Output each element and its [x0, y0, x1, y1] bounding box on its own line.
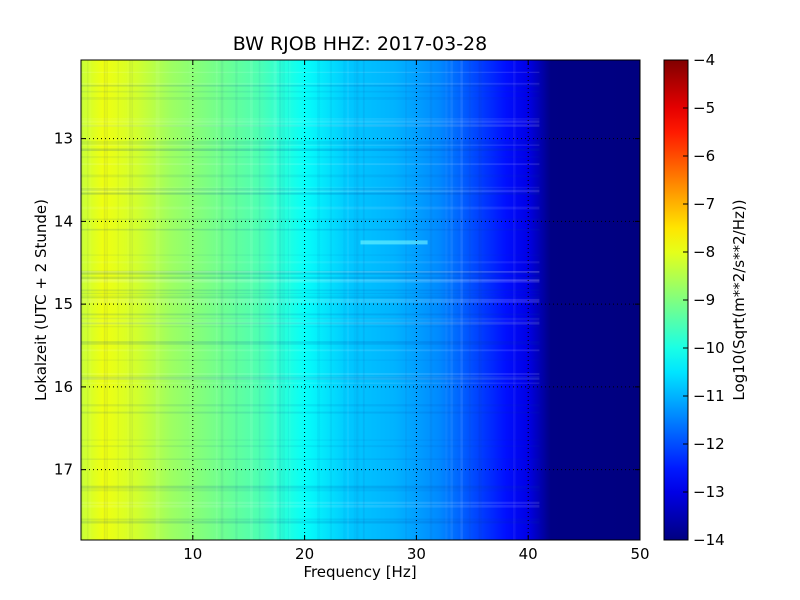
- colorbar-tick-label: −10: [693, 339, 725, 357]
- colorbar-tick-label: −7: [693, 195, 715, 213]
- y-axis-label: Lokalzeit (UTC + 2 Stunde): [32, 199, 50, 401]
- x-tick-label: 50: [630, 545, 649, 563]
- colorbar-ticks: −4 −5 −6 −7 −8 −9 −10 −11 −12 −13 −14: [683, 51, 725, 549]
- colorbar-label: Log10(Sqrt(m**2/s**2/Hz)): [730, 199, 748, 400]
- colorbar-tick-label: −4: [693, 51, 715, 69]
- colorbar-tick-label: −11: [693, 387, 725, 405]
- grid-lines: [81, 60, 640, 540]
- y-tick-label: 16: [54, 378, 73, 396]
- y-axis: 13 14 15 16 17: [54, 130, 640, 479]
- colorbar-tick-label: −9: [693, 291, 715, 309]
- x-tick-label: 10: [183, 545, 202, 563]
- heatmap-background: [81, 60, 640, 540]
- y-tick-label: 14: [54, 212, 73, 230]
- x-tick-label: 40: [519, 545, 538, 563]
- x-axis-label: Frequency [Hz]: [303, 563, 416, 581]
- colorbar: −4 −5 −6 −7 −8 −9 −10 −11 −12 −13 −14 Log10(Sqrt(m…: [663, 51, 748, 549]
- x-tick-label: 20: [295, 545, 314, 563]
- plot-area: [80, 59, 641, 541]
- colorbar-tick-label: −12: [693, 435, 725, 453]
- colorbar-tick-label: −14: [693, 531, 725, 549]
- y-tick-label: 15: [54, 295, 73, 313]
- plot-frame: [80, 59, 641, 541]
- colorbar-tick-label: −8: [693, 243, 715, 261]
- colorbar-tick-label: −5: [693, 99, 715, 117]
- chart-title: BW RJOB HHZ: 2017-03-28: [233, 33, 487, 55]
- y-tick-label: 13: [54, 130, 73, 148]
- colorbar-tick-label: −13: [693, 483, 725, 501]
- x-axis: 10 20 30 40 50: [183, 60, 650, 563]
- y-tick-label: 17: [54, 461, 73, 479]
- heatmap-streaks: [81, 60, 540, 540]
- x-tick-label: 30: [407, 545, 426, 563]
- colorbar-tick-label: −6: [693, 147, 715, 165]
